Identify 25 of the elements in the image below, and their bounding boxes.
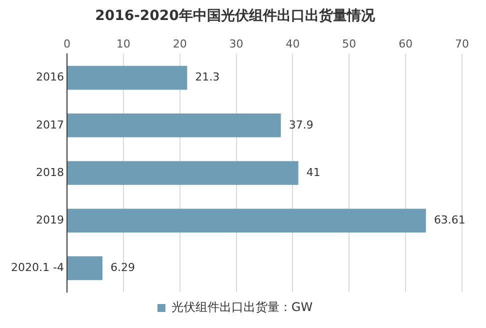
x-tick-label: 20 <box>172 37 187 50</box>
y-tick-label: 2016 <box>36 70 64 84</box>
data-label: 63.61 <box>434 213 466 226</box>
bar <box>67 114 281 138</box>
bar <box>67 208 426 232</box>
x-tick-label: 50 <box>342 37 356 50</box>
data-label: 37.9 <box>288 118 314 132</box>
bar <box>67 256 102 280</box>
bar <box>67 66 188 90</box>
y-tick-label: 2018 <box>36 166 64 179</box>
x-tick-label: 70 <box>455 37 469 50</box>
y-tick-label: 2020.1 -4 <box>10 261 64 274</box>
legend-label: 光伏组件出口出货量：GW <box>171 300 313 314</box>
x-tick-label: 30 <box>229 37 244 50</box>
x-tick-label: 10 <box>116 37 130 50</box>
data-label: 6.29 <box>110 261 135 274</box>
x-tick-label: 0 <box>63 37 70 50</box>
bar <box>67 161 298 185</box>
data-label: 41 <box>306 166 320 179</box>
y-tick-label: 2017 <box>36 118 64 132</box>
x-tick-label: 40 <box>286 37 300 50</box>
y-tick-label: 2019 <box>36 213 64 226</box>
x-tick-label: 60 <box>398 37 413 50</box>
chart-title: 2016-2020年中国光伏组件出口出货量情况 <box>95 8 376 24</box>
data-label: 21.3 <box>195 70 220 84</box>
